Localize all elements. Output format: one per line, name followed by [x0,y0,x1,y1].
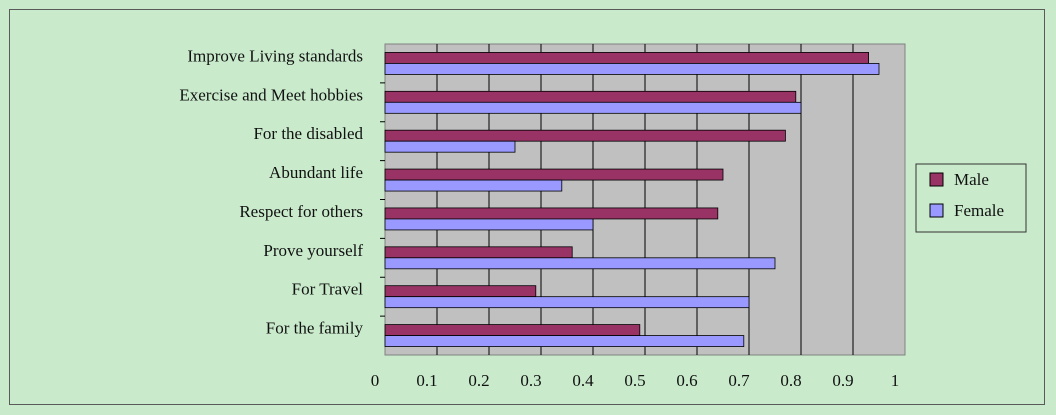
bar-female-2 [384,140,516,153]
x-tick-label-5: 0.5 [624,371,645,390]
bar-male-5 [384,246,573,259]
chart-container: Improve Living standards Exercise and Mee… [9,9,1045,405]
category-label-4: Respect for others [239,202,363,221]
category-label-6: For Travel [292,280,364,299]
bar-female-5 [384,257,776,270]
x-tick-label-1: 0.1 [416,371,437,390]
category-label-1: Exercise and Meet hobbies [179,85,363,104]
bar-female-6 [384,296,750,309]
category-label-0: Improve Living standards [187,46,363,65]
x-tick-label-4: 0.4 [572,371,594,390]
bar-female-0 [384,63,880,75]
bar-female-7 [384,335,745,347]
x-tick-label-6: 0.6 [676,371,697,390]
x-tick-label-7: 0.7 [728,371,750,390]
x-tick-label-8: 0.8 [780,371,801,390]
legend-label-female: Female [954,201,1004,220]
bar-male-7 [384,324,641,336]
category-label-7: For the family [266,319,364,338]
bar-male-0 [384,52,870,64]
bar-female-4 [384,218,594,231]
x-tick-label-3: 0.3 [520,371,541,390]
bar-male-1 [384,90,797,103]
bar-male-6 [384,285,537,298]
category-label-2: For the disabled [253,124,363,143]
bar-female-3 [384,179,563,192]
category-label-3: Abundant life [269,163,363,182]
x-tick-label-2: 0.2 [468,371,489,390]
x-tick-label-10: 1 [891,371,900,390]
bar-male-2 [384,129,786,142]
x-tick-label-0: 0 [371,371,380,390]
bar-male-4 [384,207,719,220]
legend-swatch-female [929,203,944,218]
legend-swatch-male [929,172,944,187]
bar-female-1 [384,101,802,114]
bar-chart: Improve Living standards Exercise and Mee… [179,43,1027,390]
category-labels: Improve Living standards Exercise and Mee… [179,46,363,337]
bar-male-3 [384,168,724,181]
legend: Male Female [915,163,1027,233]
x-tick-labels: 0 0.1 0.2 0.3 0.4 0.5 0.6 0.7 0.8 0.9 1 [371,371,900,390]
category-label-5: Prove yourself [263,241,363,260]
x-tick-label-9: 0.9 [832,371,853,390]
legend-label-male: Male [954,170,989,189]
bars [384,52,880,347]
